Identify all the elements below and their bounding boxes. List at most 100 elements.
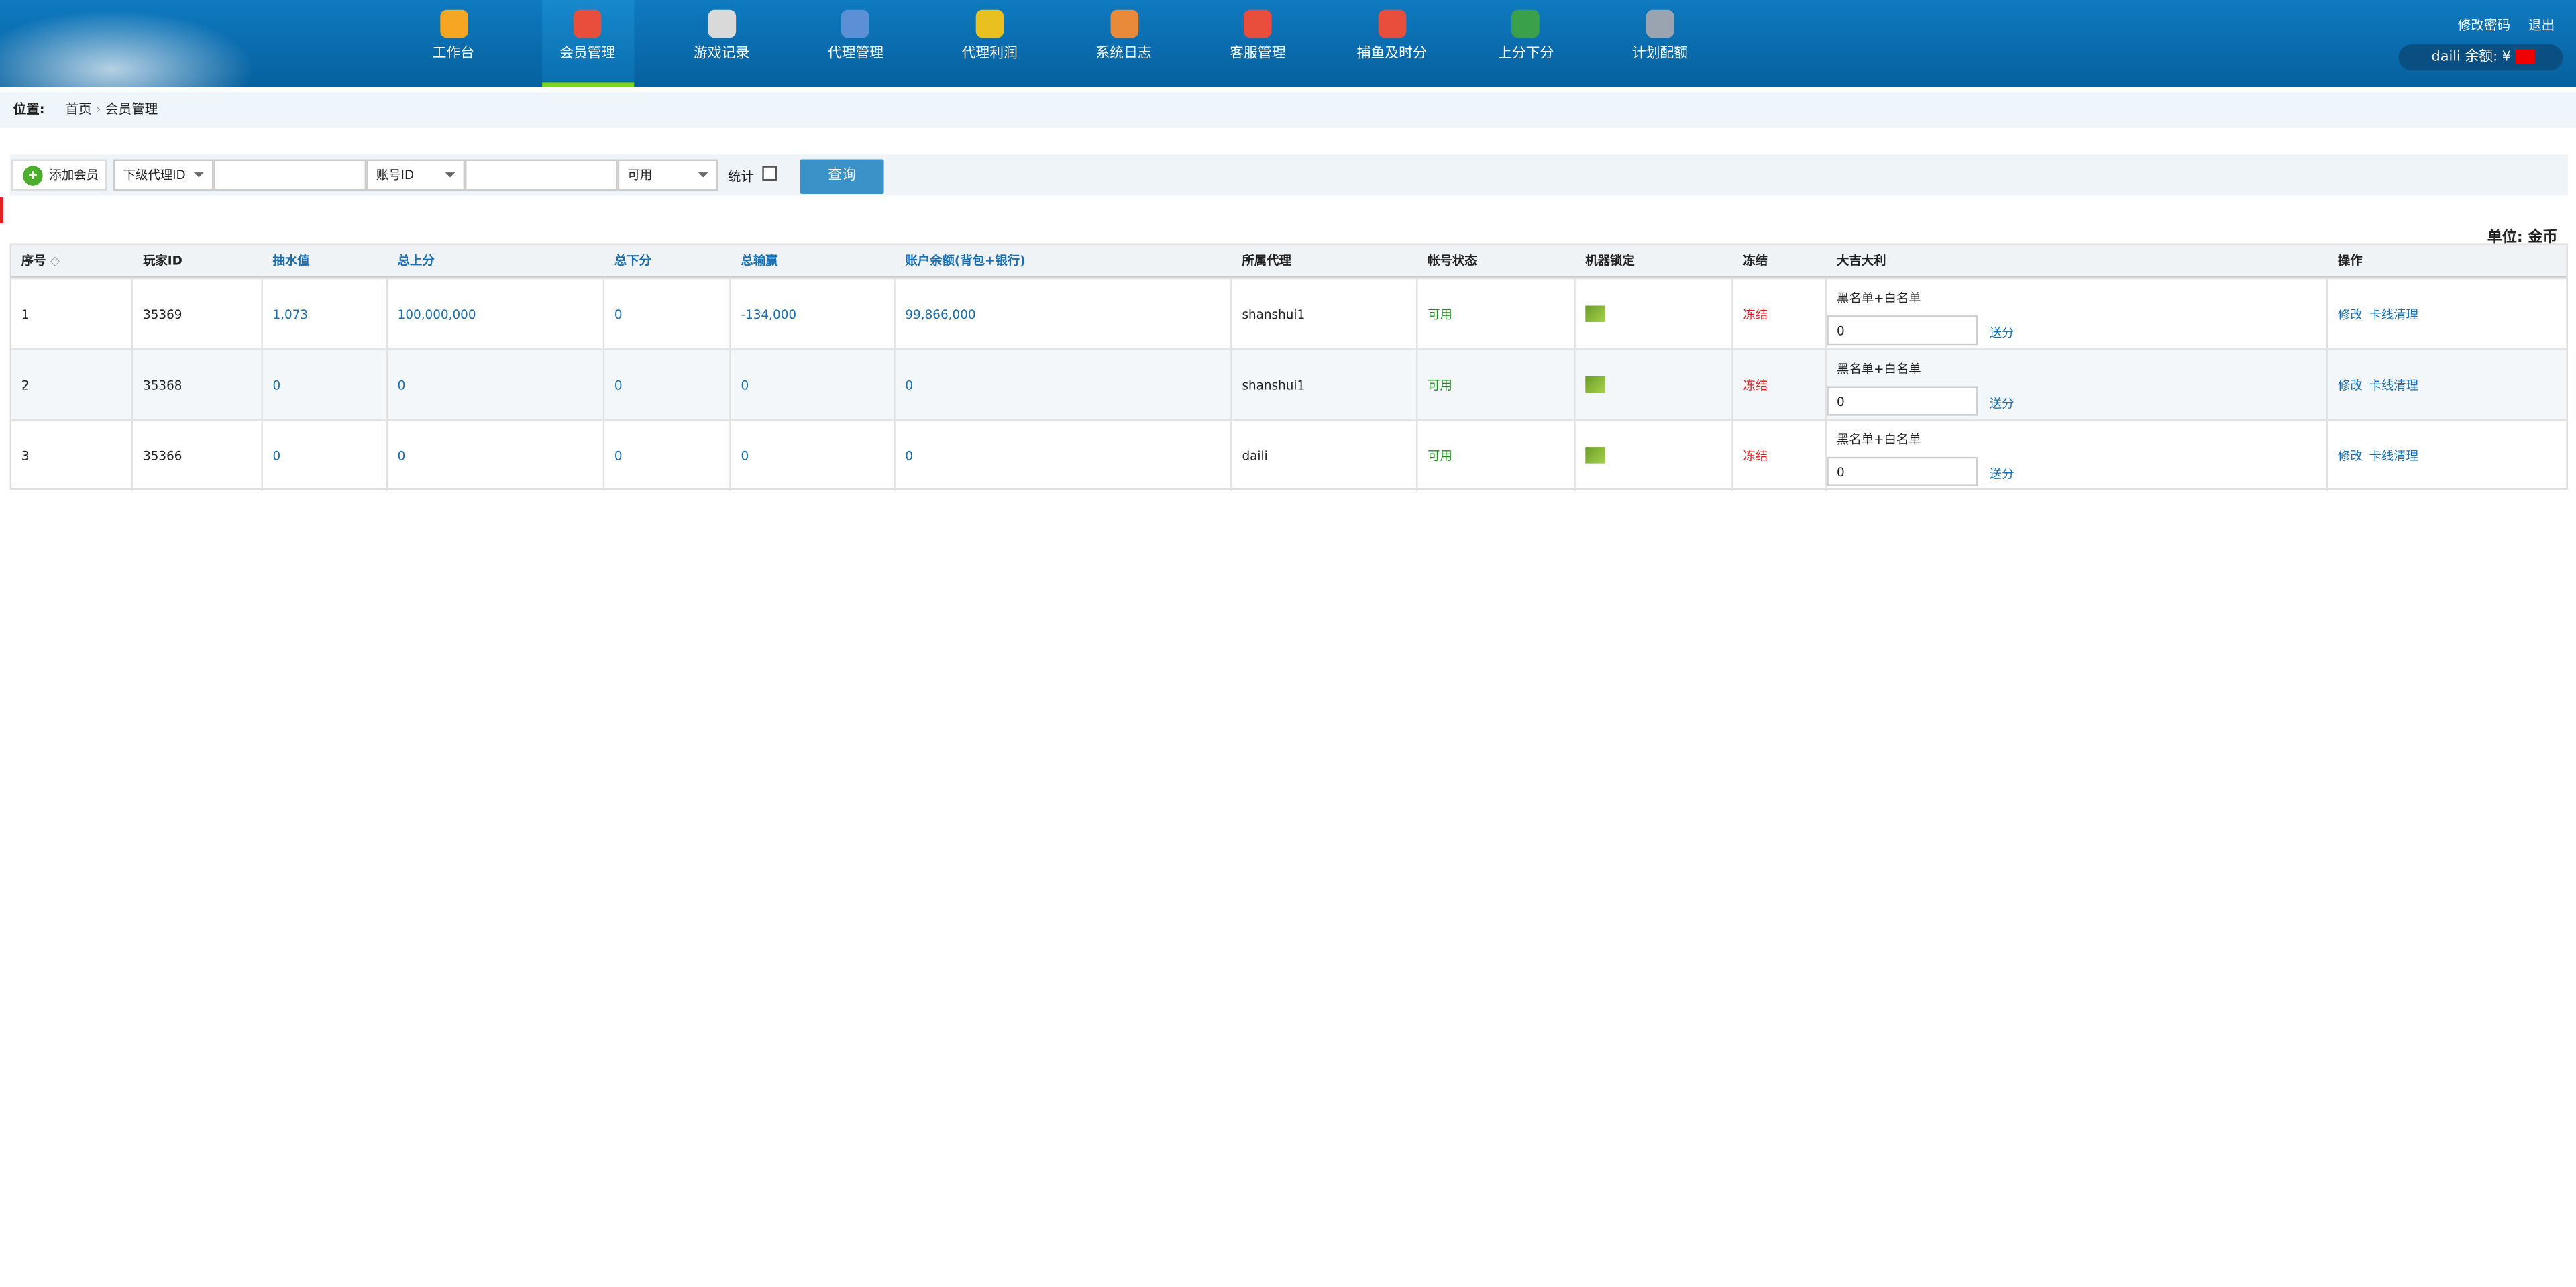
- column-header: 冻结: [1733, 244, 1827, 278]
- cell-agent: daili: [1232, 420, 1418, 492]
- nav-label: 游戏记录: [693, 46, 750, 63]
- column-header: 所属代理: [1232, 244, 1418, 278]
- send-points[interactable]: 送分: [1989, 466, 2015, 482]
- nav-icon: [1511, 9, 1540, 38]
- nav-icon: [1646, 9, 1674, 38]
- luck-input[interactable]: 0: [1827, 315, 1978, 346]
- cell-no: 1: [11, 279, 133, 350]
- cell-luck: 黑名单+白名单 0 送分: [1827, 350, 2328, 421]
- nav-item[interactable]: 代理利润: [944, 0, 1036, 87]
- nav-item[interactable]: 游戏记录: [676, 0, 767, 87]
- lock-icon[interactable]: [1585, 305, 1605, 323]
- nav-label: 计划配额: [1631, 46, 1688, 63]
- logout[interactable]: 退出: [2528, 17, 2555, 33]
- column-header[interactable]: 总下分: [604, 244, 731, 278]
- nav-item[interactable]: 工作台: [407, 0, 499, 87]
- column-header: 大吉大利: [1827, 244, 2328, 278]
- cell-id: 35369: [133, 279, 263, 350]
- cell-lock: [1576, 279, 1733, 350]
- edit-link[interactable]: 修改: [2337, 448, 2363, 464]
- account-input[interactable]: [465, 159, 618, 191]
- luck-label: 黑名单+白名单: [1836, 291, 1921, 306]
- cell-net: 0: [731, 350, 896, 421]
- toolbar: + 添加会员 下级代理ID 账号ID 可用 统计 查询: [9, 154, 2568, 196]
- luck-input[interactable]: 0: [1827, 386, 1978, 416]
- nav-icon: [707, 9, 736, 38]
- lock-icon[interactable]: [1585, 447, 1605, 464]
- cell-total-out: 0: [604, 350, 731, 421]
- edit-link[interactable]: 修改: [2337, 378, 2363, 393]
- status-select[interactable]: 可用: [617, 159, 718, 191]
- edit-link[interactable]: 修改: [2337, 307, 2363, 323]
- header-text: 玩家ID: [143, 253, 182, 268]
- column-header[interactable]: 账户余额(背包+银行): [895, 244, 1232, 278]
- header-text: 账户余额(背包+银行): [905, 253, 1026, 268]
- cell-freeze[interactable]: 冻结: [1733, 279, 1827, 350]
- cell-lock: [1576, 350, 1733, 421]
- table-row: 1 35369 1,073 100,000,000 0 -134,000 99,866,00…: [11, 277, 2567, 350]
- nav-label: 代理利润: [961, 46, 1018, 63]
- header-text: 帐号状态: [1428, 253, 1477, 268]
- account-select[interactable]: 账号ID: [366, 159, 466, 191]
- table-row: 2 35368 0 0 0 0 0 shanshui1 可用 冻结 黑名单+白名单 0 送分 修改 卡线清理: [11, 348, 2567, 421]
- header-text: 机器锁定: [1585, 253, 1635, 268]
- cell-freeze[interactable]: 冻结: [1733, 420, 1827, 492]
- cell-ops: 修改 卡线清理: [2328, 279, 2566, 350]
- nav-item[interactable]: 会员管理: [541, 0, 634, 87]
- marker: [0, 197, 3, 224]
- add-member-text: 添加会员: [49, 167, 99, 183]
- agent-select[interactable]: 下级代理ID: [113, 159, 214, 191]
- cell-ops: 修改 卡线清理: [2328, 421, 2566, 491]
- cell-rake: 1,073: [263, 279, 388, 350]
- column-header[interactable]: 总输赢: [731, 244, 896, 278]
- nav-item[interactable]: 计划配额: [1614, 0, 1706, 87]
- breadcrumb-current: 会员管理: [105, 101, 158, 117]
- username: daili: [2431, 49, 2461, 66]
- cell-rake: 0: [263, 350, 388, 421]
- stats-checkbox[interactable]: [762, 166, 777, 181]
- cell-status: 可用: [1417, 420, 1576, 492]
- header-text: 大吉大利: [1836, 253, 1886, 268]
- agent-input[interactable]: [213, 159, 367, 191]
- add-member-button[interactable]: + 添加会员: [11, 159, 107, 191]
- cell-freeze[interactable]: 冻结: [1733, 350, 1827, 421]
- nav-item[interactable]: 系统日志: [1078, 0, 1170, 87]
- nav-icon: [1244, 9, 1272, 38]
- nav-icon: [1377, 9, 1406, 38]
- header-text: 序号: [21, 253, 46, 268]
- nav-icon: [439, 9, 468, 38]
- clear-link[interactable]: 卡线清理: [2369, 307, 2418, 323]
- query-button[interactable]: 查询: [800, 159, 884, 194]
- column-header: 帐号状态: [1417, 244, 1576, 278]
- column-header[interactable]: 总上分: [387, 244, 605, 278]
- column-header: 机器锁定: [1575, 244, 1733, 278]
- header-text: 所属代理: [1242, 253, 1291, 268]
- cell-total-in: 100,000,000: [388, 279, 605, 350]
- cell-total-out: 0: [604, 420, 731, 492]
- luck-input[interactable]: 0: [1827, 456, 1978, 486]
- cell-agent: shanshui1: [1232, 279, 1418, 350]
- clear-link[interactable]: 卡线清理: [2369, 448, 2418, 464]
- cell-total-in: 0: [388, 350, 605, 421]
- header-text: 操作: [2337, 253, 2363, 268]
- nav-item[interactable]: 捕鱼及时分: [1346, 0, 1438, 87]
- breadcrumb-home[interactable]: 首页: [65, 101, 92, 117]
- lock-icon[interactable]: [1585, 376, 1605, 393]
- nav-item[interactable]: 代理管理: [810, 0, 902, 87]
- cell-lock: [1576, 420, 1733, 492]
- nav-item[interactable]: 上分下分: [1480, 0, 1572, 87]
- cell-balance: 99,866,000: [896, 279, 1232, 350]
- cell-net: -134,000: [731, 279, 896, 350]
- send-points[interactable]: 送分: [1989, 325, 2015, 340]
- change-password[interactable]: 修改密码: [2457, 17, 2511, 33]
- breadcrumb-label: 位置:: [13, 101, 45, 117]
- send-points[interactable]: 送分: [1989, 396, 2015, 411]
- nav-label: 系统日志: [1095, 46, 1152, 63]
- cell-total-in: 0: [388, 420, 605, 492]
- nav-icon: [841, 9, 870, 38]
- cell-net: 0: [731, 420, 896, 492]
- column-header[interactable]: 抽水值: [262, 244, 388, 278]
- column-header[interactable]: 序号 ◇: [11, 244, 133, 278]
- nav-item[interactable]: 客服管理: [1212, 0, 1303, 87]
- clear-link[interactable]: 卡线清理: [2369, 378, 2418, 393]
